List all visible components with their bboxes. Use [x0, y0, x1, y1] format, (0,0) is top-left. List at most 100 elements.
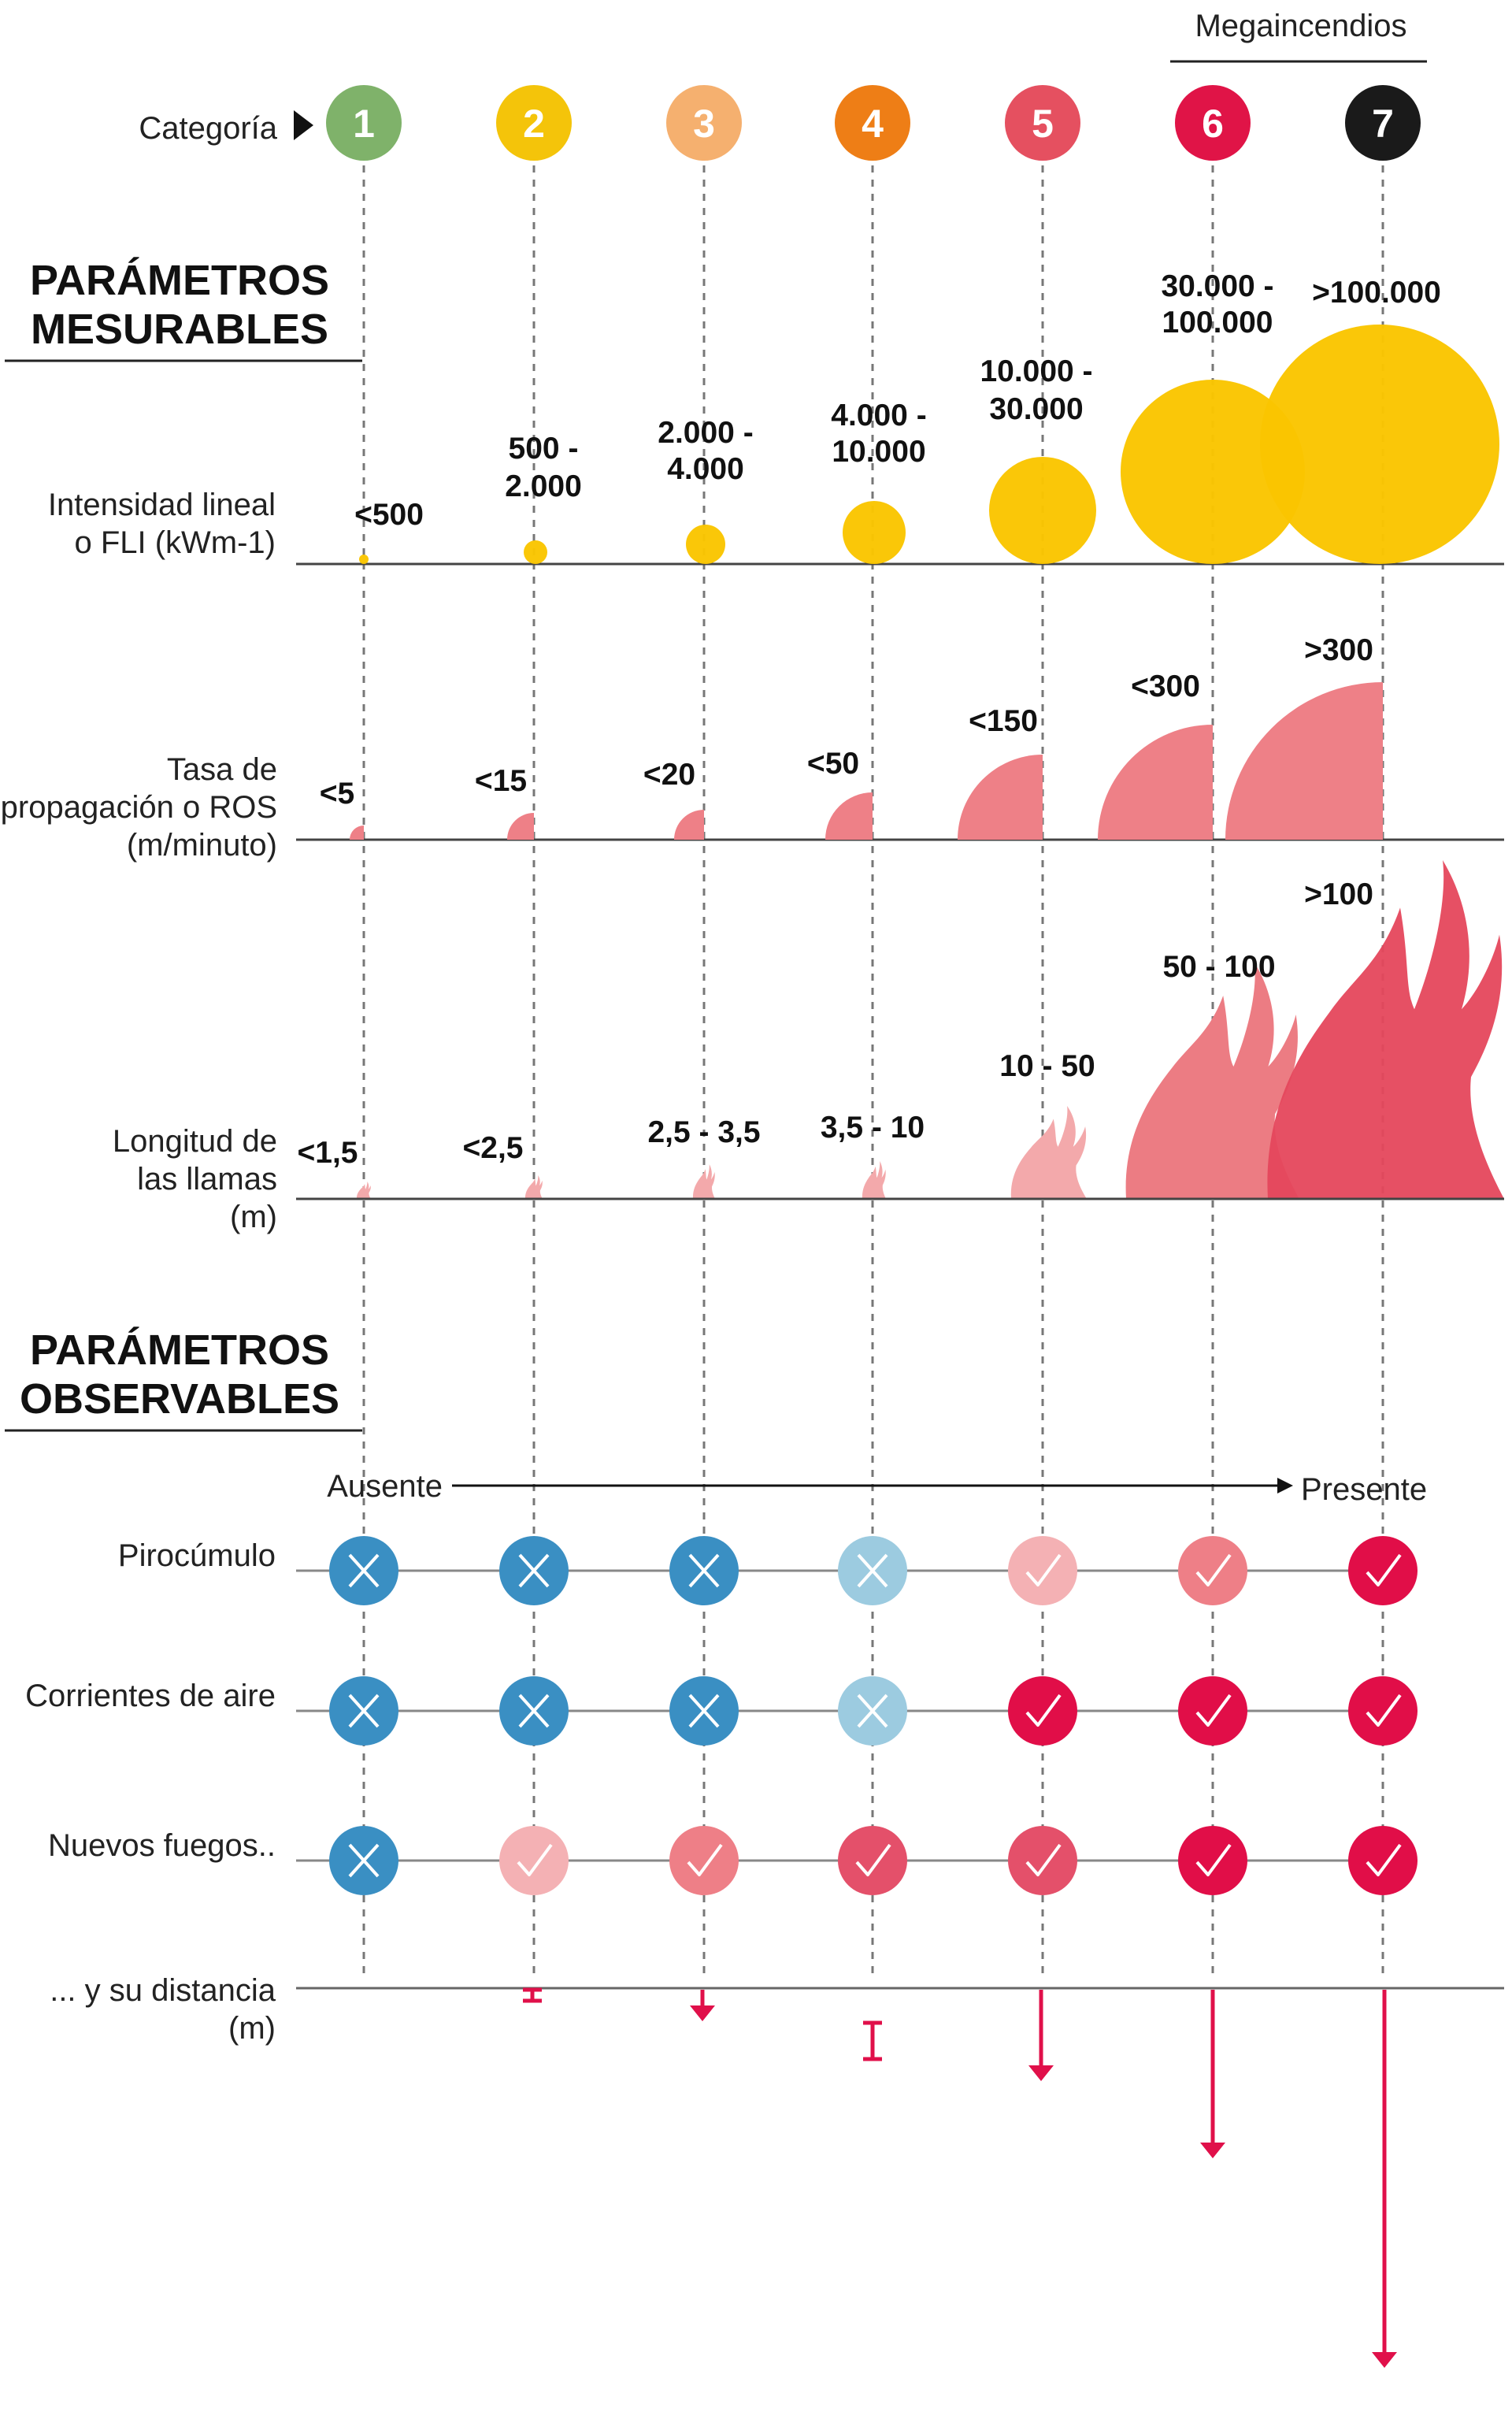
observable-row-label: Corrientes de aire: [25, 1679, 276, 1713]
observable-marker-circle: [1008, 1826, 1077, 1895]
ros-label-line3: (m/minuto): [127, 828, 277, 863]
cross-icon: [518, 1694, 550, 1728]
observable-marker-5: [1008, 1826, 1077, 1895]
intensity-circle-1: [359, 555, 369, 564]
category-6[interactable]: 6: [1175, 85, 1251, 161]
observable-marker-4: [838, 1676, 907, 1746]
ros-shape-4: [825, 792, 873, 840]
presence-scale: Ausente Presente: [327, 1469, 1427, 1507]
observable-marker-circle: [1178, 1676, 1247, 1746]
ros-label-line2: propagación o ROS: [1, 790, 277, 825]
observable-marker-4: [838, 1536, 907, 1605]
observable-marker-6: [1178, 1826, 1247, 1895]
observable-marker-circle: [1348, 1536, 1418, 1605]
arrow-down-icon: [1028, 2065, 1054, 2081]
category-7[interactable]: 7: [1345, 85, 1421, 161]
check-icon: [1366, 1553, 1402, 1586]
category-number: 2: [523, 102, 545, 146]
distance-marker-4: [863, 2020, 882, 2061]
observable-marker-circle: [838, 1826, 907, 1895]
distance-label-line1: ... y su distancia: [50, 1973, 276, 2008]
distance-arrow-7: [1372, 1990, 1397, 2368]
observable-title-line2: OBSERVABLES: [20, 1375, 339, 1423]
intensity-value-3-line2: 4.000: [667, 452, 744, 486]
intensity-circle-6: [1121, 380, 1305, 564]
distance-arrows: [523, 1987, 1397, 2368]
ros-shape-7: [1225, 682, 1383, 840]
category-circle: [1345, 85, 1421, 161]
measurable-title-line2: MESURABLES: [31, 306, 328, 353]
category-5[interactable]: 5: [1005, 85, 1080, 161]
flame-value-1: <1,5: [298, 1136, 358, 1170]
observable-row-1: Pirocúmulo: [118, 1536, 1418, 1605]
cross-icon: [348, 1553, 380, 1588]
observable-row-3: Nuevos fuegos..: [48, 1826, 1418, 1895]
category-label: Categoría: [139, 111, 277, 146]
check-icon: [1195, 1553, 1232, 1586]
observable-marker-3: [669, 1536, 739, 1605]
observable-marker-1: [329, 1536, 398, 1605]
category-circle: [666, 85, 742, 161]
category-1[interactable]: 1: [326, 85, 402, 161]
category-3[interactable]: 3: [666, 85, 742, 161]
intensity-value-1: <500: [354, 498, 424, 532]
category-circle: [496, 85, 572, 161]
category-number: 6: [1202, 102, 1224, 146]
flame-shape-7: [1267, 860, 1504, 1199]
ros-shape-5: [958, 755, 1043, 840]
observable-marker-1: [329, 1826, 398, 1895]
distance-label-line2: (m): [228, 2011, 276, 2046]
intensity-circle-4: [843, 501, 906, 564]
ros-shapes: [350, 682, 1383, 840]
observable-marker-7: [1348, 1826, 1418, 1895]
distance-marker-2: [523, 1987, 542, 2003]
distance-arrow-6: [1200, 1990, 1225, 2158]
observable-marker-6: [1178, 1676, 1247, 1746]
ros-row: Tasa de propagación o ROS (m/minuto) <5 <…: [1, 633, 1504, 863]
intensity-circle-7: [1260, 325, 1499, 564]
check-icon: [687, 1843, 723, 1876]
intensity-value-2-line2: 2.000: [505, 469, 582, 503]
flame-shape-6: [1125, 963, 1299, 1199]
cross-icon: [348, 1843, 380, 1878]
observable-title-line1: PARÁMETROS: [30, 1326, 329, 1374]
observable-marker-circle: [1008, 1536, 1077, 1605]
cross-icon: [857, 1694, 888, 1728]
ros-value-7: >300: [1304, 633, 1373, 667]
flame-values: <1,5 <2,5 2,5 - 3,5 3,5 - 10 10 - 50 50 - 100…: [298, 878, 1373, 1170]
category-2[interactable]: 2: [496, 85, 572, 161]
category-4[interactable]: 4: [835, 85, 910, 161]
ros-label-line1: Tasa de: [167, 752, 277, 787]
check-icon: [1025, 1553, 1062, 1586]
category-circle: [1175, 85, 1251, 161]
observable-marker-7: [1348, 1676, 1418, 1746]
intensity-value-3: 2.000 -: [658, 416, 753, 450]
cross-icon: [348, 1694, 380, 1728]
intensity-circles: [359, 325, 1499, 564]
intensity-value-5: 10.000 -: [980, 354, 1092, 388]
category-circle: [326, 85, 402, 161]
ros-value-6: <300: [1131, 670, 1200, 703]
observable-title: PARÁMETROS OBSERVABLES: [5, 1326, 362, 1432]
observable-marker-circle: [669, 1826, 739, 1895]
ros-value-5: <150: [969, 704, 1038, 738]
intensity-value-7: >100.000: [1312, 276, 1441, 310]
ros-value-3: <20: [643, 758, 695, 792]
flame-value-3: 2,5 - 3,5: [647, 1115, 760, 1149]
flame-value-2: <2,5: [463, 1131, 524, 1165]
category-number: 3: [693, 102, 715, 146]
intensity-value-4: 4.000 -: [831, 399, 926, 432]
intensity-value-2: 500 -: [509, 432, 579, 466]
check-icon: [1366, 1843, 1402, 1876]
check-icon: [1366, 1694, 1402, 1727]
category-number: 4: [862, 102, 884, 146]
ros-value-4: <50: [807, 747, 859, 781]
ros-shape-2: [507, 813, 534, 840]
flame-label-line3: (m): [230, 1200, 277, 1234]
observable-marker-3: [669, 1826, 739, 1895]
check-icon: [1025, 1694, 1062, 1727]
ros-values: <5 <15 <20 <50 <150 <300 >300: [320, 633, 1373, 811]
flame-shape-5: [1010, 1106, 1087, 1199]
flame-value-7: >100: [1304, 878, 1373, 911]
